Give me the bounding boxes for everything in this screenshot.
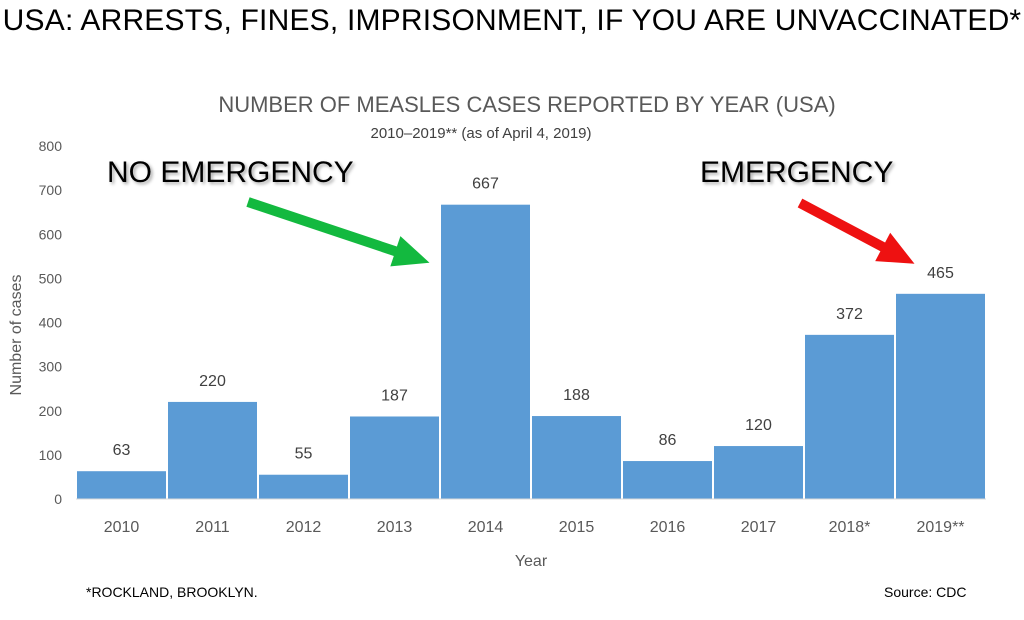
bar-value-label: 372 bbox=[836, 306, 863, 323]
bar-value-label: 667 bbox=[472, 176, 499, 193]
bar-value-label: 86 bbox=[659, 432, 677, 449]
bar-2013 bbox=[350, 416, 439, 499]
x-tick-label: 2012 bbox=[286, 519, 322, 536]
x-tick-label: 2013 bbox=[377, 519, 413, 536]
chart-title: NUMBER OF MEASLES CASES REPORTED BY YEAR… bbox=[218, 92, 835, 117]
bar-value-label: 465 bbox=[927, 265, 954, 282]
bar-value-label: 63 bbox=[113, 442, 131, 459]
y-tick-label: 800 bbox=[39, 138, 63, 154]
bar-2017 bbox=[714, 446, 803, 499]
x-tick-label: 2019** bbox=[916, 519, 964, 536]
bar-2019 bbox=[896, 293, 985, 499]
x-tick-label: 2011 bbox=[195, 519, 230, 536]
x-tick-label: 2015 bbox=[559, 519, 595, 536]
green-arrow bbox=[246, 197, 430, 267]
headline: USA: ARRESTS, FINES, IMPRISONMENT, IF YO… bbox=[2, 4, 1022, 37]
bar-value-label: 120 bbox=[745, 417, 772, 434]
no-emergency-label: NO EMERGENCY bbox=[107, 156, 354, 189]
y-tick-label: 400 bbox=[39, 315, 63, 331]
bar-value-label: 220 bbox=[199, 373, 226, 390]
y-tick-label: 500 bbox=[39, 270, 63, 286]
x-tick-label: 2016 bbox=[650, 519, 686, 536]
bar-2014 bbox=[441, 204, 530, 499]
y-tick-label: 100 bbox=[39, 447, 63, 463]
bar-2015 bbox=[532, 416, 621, 499]
x-tick-label: 2014 bbox=[468, 519, 504, 536]
y-tick-label: 0 bbox=[54, 491, 62, 507]
bar-value-label: 187 bbox=[381, 387, 408, 404]
bar-2018 bbox=[805, 334, 894, 499]
y-tick-label: 300 bbox=[39, 359, 63, 375]
footnote: *ROCKLAND, BROOKLYN. bbox=[86, 584, 258, 600]
y-axis-label: Number of cases bbox=[8, 275, 25, 396]
y-tick-label: 200 bbox=[39, 403, 63, 419]
bar-value-label: 55 bbox=[295, 446, 313, 463]
y-tick-label: 600 bbox=[39, 226, 63, 242]
bar-2016 bbox=[623, 461, 712, 499]
source-label: Source: CDC bbox=[884, 584, 967, 600]
bar-value-label: 188 bbox=[563, 387, 590, 404]
bar-2012 bbox=[259, 474, 348, 499]
y-tick-label: 700 bbox=[39, 182, 63, 198]
red-arrow bbox=[797, 198, 915, 264]
x-tick-label: 2018* bbox=[829, 519, 871, 536]
x-axis-label: Year bbox=[515, 553, 548, 570]
x-tick-label: 2017 bbox=[741, 519, 777, 536]
chart-subtitle: 2010–2019** (as of April 4, 2019) bbox=[371, 125, 592, 142]
bar-2010 bbox=[77, 471, 166, 499]
x-tick-label: 2010 bbox=[104, 519, 140, 536]
emergency-label: EMERGENCY bbox=[700, 156, 893, 189]
bar-2011 bbox=[168, 401, 257, 499]
